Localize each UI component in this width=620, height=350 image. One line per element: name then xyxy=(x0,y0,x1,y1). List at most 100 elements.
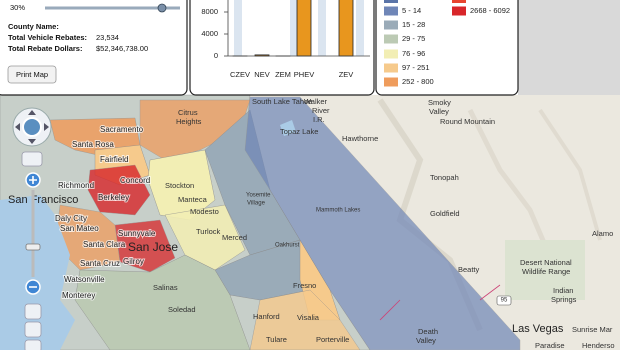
legend-label: 76 - 96 xyxy=(402,49,425,58)
place-label: Tonopah xyxy=(430,173,459,182)
print-button[interactable] xyxy=(7,65,57,84)
place-label: Henderso xyxy=(582,341,615,350)
legend-label: 97 - 251 xyxy=(402,63,430,72)
place-label: I.R. xyxy=(313,115,325,124)
legend-label: 5 - 14 xyxy=(402,6,421,15)
zoom-box-tool[interactable] xyxy=(24,321,42,338)
place-label: Death xyxy=(418,327,438,336)
legend-swatch xyxy=(384,0,398,3)
place-label: Watsonville xyxy=(64,275,105,284)
place-label: Goldfield xyxy=(430,209,460,218)
lake xyxy=(280,120,296,136)
place-label: Oakhurst xyxy=(275,243,300,249)
legend-swatch xyxy=(384,34,398,44)
place-label: Springs xyxy=(551,295,577,304)
place-label: Tulare xyxy=(266,335,287,344)
place-label: Heights xyxy=(176,117,202,126)
place-label: Visalia xyxy=(297,313,320,322)
place-label: Modesto xyxy=(190,207,219,216)
legend-swatch xyxy=(384,6,398,16)
place-label: Yosemite xyxy=(246,193,271,199)
panel-bg xyxy=(375,0,519,96)
legend-panel: 5 - 14 15 - 28 29 - 75 76 - 96 97 - 251 252 -… xyxy=(375,0,519,96)
legend-swatch xyxy=(452,6,466,16)
opacity-thumb[interactable] xyxy=(157,3,167,13)
column-stripe xyxy=(234,0,242,56)
x-tick-label: PHEV xyxy=(294,70,314,79)
place-label: Santa Rosa xyxy=(72,140,114,149)
bar xyxy=(296,0,312,57)
column-stripe xyxy=(318,0,326,56)
counties xyxy=(0,94,521,350)
place-label: Manteca xyxy=(178,195,208,204)
place-label: Richmond xyxy=(58,181,94,190)
place-label: Santa Clara xyxy=(83,240,126,249)
place-label: Soledad xyxy=(168,305,196,314)
x-tick-label: CZEV xyxy=(230,70,250,79)
zoom-thumb[interactable] xyxy=(25,243,41,251)
legend-swatch xyxy=(384,49,398,59)
place-label: Hawthorne xyxy=(342,134,378,143)
rebates-value: 23,534 xyxy=(96,33,119,42)
legend-label: 15 - 28 xyxy=(402,20,425,29)
nav-controls xyxy=(12,107,52,350)
county-label: County Name: xyxy=(8,22,59,31)
place-label: Porterville xyxy=(316,335,349,344)
legend-swatch xyxy=(384,77,398,87)
place-label: Concord xyxy=(120,176,150,185)
dollars-label: Total Rebate Dollars: xyxy=(8,44,82,53)
print-button-label[interactable]: Print Map xyxy=(16,70,48,79)
place-label: Berkeley xyxy=(98,193,129,202)
place-label: Village xyxy=(247,201,266,207)
place-label: Las Vegas xyxy=(512,323,564,335)
place-label: Mammoth Lakes xyxy=(316,208,360,214)
place-label: San Jose xyxy=(128,240,178,254)
place-label: Alamo xyxy=(592,229,613,238)
info-panel: 30% County Name: Total Vehicle Rebates: … xyxy=(0,0,188,96)
ocean xyxy=(0,195,75,350)
toolbar-bg xyxy=(518,0,620,95)
place-label: Paradise xyxy=(535,341,565,350)
place-label: Round Mountain xyxy=(440,117,495,126)
highway-shield xyxy=(496,295,512,306)
plus xyxy=(29,176,37,184)
terrain xyxy=(377,98,602,332)
pan-tool[interactable] xyxy=(24,303,42,320)
y-tick-label: 4000 xyxy=(201,29,218,38)
x-tick-label: ZEM xyxy=(275,70,291,79)
place-label: Valley xyxy=(429,107,449,116)
place-label: Fresno xyxy=(293,281,316,290)
road xyxy=(379,284,501,321)
legend-swatch xyxy=(384,63,398,73)
place-label: Topaz Lake xyxy=(280,127,318,136)
legend-label: 252 - 800 xyxy=(402,77,434,86)
y-tick-label: 8000 xyxy=(201,7,218,16)
place-label: Indian xyxy=(553,286,573,295)
place-label: San Mateo xyxy=(60,224,99,233)
place-label: Gilroy xyxy=(123,257,144,266)
place-label: Fairfield xyxy=(100,155,128,164)
x-tick-label: ZEV xyxy=(339,70,354,79)
column-stripe xyxy=(290,0,298,56)
place-label: Valley xyxy=(416,336,436,345)
bar xyxy=(338,0,354,57)
opacity-label: 30% xyxy=(10,3,25,12)
legend-label: 2668 - 6092 xyxy=(470,6,510,15)
place-label: South Lake Tahoe xyxy=(252,97,312,106)
place-label: Merced xyxy=(222,233,247,242)
place-label: Monterey xyxy=(62,291,95,300)
place-label: Sacramento xyxy=(100,125,144,134)
place-label: Stockton xyxy=(165,181,194,190)
y-tick-label: 0 xyxy=(214,51,218,60)
place-label: Salinas xyxy=(153,283,178,292)
place-label: Beatty xyxy=(458,265,480,274)
legend-swatch xyxy=(452,0,466,3)
legend-label: 29 - 75 xyxy=(402,34,425,43)
globe-button[interactable] xyxy=(22,117,42,137)
place-label: Wildlife Range xyxy=(522,267,570,276)
place-label: Walker xyxy=(304,97,328,106)
extent-button[interactable] xyxy=(21,151,43,167)
place-label: Citrus xyxy=(178,108,198,117)
zoom-out-tool[interactable] xyxy=(24,339,42,350)
